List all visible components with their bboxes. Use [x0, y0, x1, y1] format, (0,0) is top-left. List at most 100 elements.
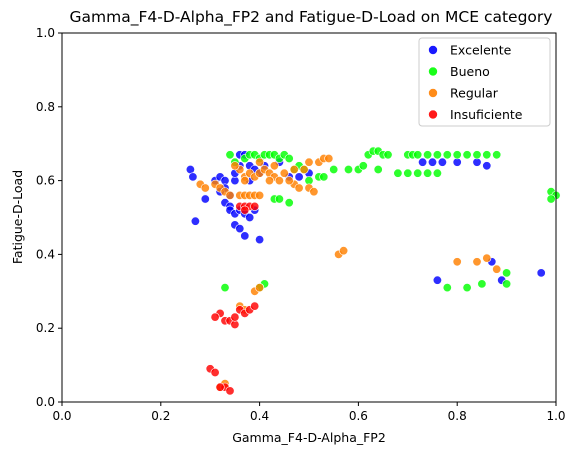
points-layer — [185, 146, 561, 396]
data-point — [250, 201, 260, 211]
data-point — [220, 283, 230, 293]
y-axis-label: Fatigue-D-Load — [10, 170, 25, 264]
data-point — [427, 157, 437, 167]
data-point — [423, 168, 433, 178]
data-point — [210, 367, 220, 377]
data-point — [324, 154, 334, 164]
chart-title: Gamma_F4-D-Alpha_FP2 and Fatigue-D-Load … — [70, 8, 553, 27]
data-point — [245, 213, 255, 223]
y-tick-label: 0.4 — [36, 247, 55, 261]
y-tick-label: 0.2 — [36, 321, 55, 335]
data-point — [284, 198, 294, 208]
legend-item: Insuficiente — [428, 107, 523, 122]
data-point — [343, 165, 353, 175]
data-point — [423, 150, 433, 160]
data-point — [462, 283, 472, 293]
data-point — [477, 279, 487, 289]
data-point — [240, 231, 250, 241]
data-point — [264, 176, 274, 186]
x-tick-label: 0.4 — [250, 409, 269, 423]
data-point — [437, 157, 447, 167]
data-point — [210, 312, 220, 322]
data-point — [255, 283, 265, 293]
data-point — [462, 150, 472, 160]
legend-marker — [428, 66, 438, 77]
data-point — [309, 187, 319, 197]
data-point — [255, 157, 265, 167]
data-point — [373, 165, 383, 175]
data-point — [235, 224, 245, 234]
legend-label: Bueno — [450, 64, 490, 79]
data-point — [230, 312, 240, 322]
data-point — [200, 183, 210, 193]
data-point — [403, 168, 413, 178]
data-point — [200, 194, 210, 204]
data-point — [502, 268, 512, 278]
x-tick-label: 0.6 — [349, 409, 368, 423]
legend-marker — [428, 109, 438, 120]
data-point — [442, 283, 452, 293]
y-tick-label: 1.0 — [36, 26, 55, 40]
series-regular — [195, 154, 502, 392]
data-point — [255, 235, 265, 245]
legend-label: Regular — [450, 86, 499, 101]
data-point — [299, 165, 309, 175]
series-insuficiente — [205, 201, 260, 396]
plot-frame — [61, 32, 557, 403]
data-point — [250, 301, 260, 311]
data-point — [482, 161, 492, 171]
y-tick-label: 0.6 — [36, 174, 55, 188]
data-point — [502, 279, 512, 289]
data-point — [225, 386, 235, 396]
data-point — [230, 161, 240, 171]
data-point — [383, 150, 393, 160]
x-axis-ticks: 0.0 0.2 0.4 0.6 0.8 1.0 — [52, 402, 566, 423]
legend-item: Regular — [428, 86, 499, 101]
data-point — [393, 168, 403, 178]
data-point — [294, 172, 304, 182]
data-point — [482, 150, 492, 160]
data-point — [188, 172, 198, 182]
data-point — [215, 382, 225, 392]
data-point — [358, 161, 368, 171]
data-point — [432, 168, 442, 178]
data-point — [482, 253, 492, 263]
data-point — [413, 168, 423, 178]
legend-marker — [428, 45, 438, 55]
data-point — [418, 157, 428, 167]
data-point — [413, 150, 423, 160]
data-point — [432, 150, 442, 160]
data-point — [329, 165, 339, 175]
y-tick-label: 0.8 — [36, 100, 55, 114]
data-point — [472, 150, 482, 160]
data-point — [546, 194, 556, 204]
data-point — [240, 205, 250, 215]
data-point — [536, 268, 546, 278]
legend-marker — [428, 88, 438, 98]
legend-item: Excelente — [428, 43, 512, 58]
data-point — [225, 190, 235, 200]
x-axis-label: Gamma_F4-D-Alpha_FP2 — [232, 430, 386, 445]
x-tick-label: 0.0 — [52, 409, 71, 423]
data-point — [294, 183, 304, 193]
legend-item: Bueno — [428, 64, 490, 79]
data-point — [492, 150, 502, 160]
data-point — [279, 168, 289, 178]
data-point — [240, 176, 250, 186]
legend-label: Insuficiente — [450, 107, 523, 122]
data-point — [284, 154, 294, 164]
legend: Excelente Bueno Regular Insuficiente — [418, 37, 551, 127]
x-tick-label: 0.8 — [448, 409, 467, 423]
data-point — [274, 176, 284, 186]
data-point — [452, 150, 462, 160]
data-point — [319, 172, 329, 182]
data-point — [442, 150, 452, 160]
data-point — [339, 246, 349, 256]
legend-label: Excelente — [450, 43, 512, 58]
data-point — [274, 194, 284, 204]
data-point — [190, 216, 200, 226]
data-point — [472, 257, 482, 267]
x-tick-label: 1.0 — [546, 409, 565, 423]
